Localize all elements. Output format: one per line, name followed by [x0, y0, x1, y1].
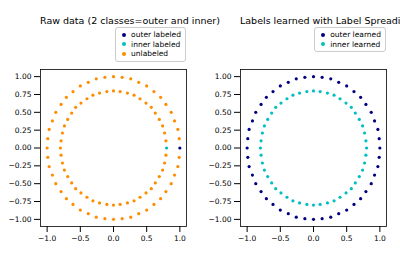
svg-text:0.5: 0.5 [141, 234, 153, 243]
svg-text:−0.5: −0.5 [271, 234, 289, 243]
svg-text:−0.25: −0.25 [9, 161, 32, 170]
svg-text:0.0: 0.0 [308, 234, 320, 243]
svg-text:1.0: 1.0 [374, 234, 386, 243]
svg-text:−0.75: −0.75 [9, 197, 32, 206]
svg-text:−0.75: −0.75 [209, 197, 232, 206]
svg-text:0.0: 0.0 [108, 234, 120, 243]
svg-text:−1.0: −1.0 [38, 234, 56, 243]
svg-text:0.00: 0.00 [15, 143, 32, 152]
svg-text:0.00: 0.00 [215, 143, 232, 152]
svg-text:−0.5: −0.5 [71, 234, 89, 243]
svg-text:0.25: 0.25 [15, 126, 32, 135]
html-text:unlabeled: unlabeled [131, 49, 169, 58]
svg-text:−1.0: −1.0 [238, 234, 256, 243]
svg-text:0.50: 0.50 [15, 108, 32, 117]
svg-text:0.5: 0.5 [341, 234, 353, 243]
svg-text:1.00: 1.00 [15, 72, 32, 81]
svg-text:−1.00: −1.00 [9, 215, 32, 224]
svg-text:0.25: 0.25 [215, 126, 232, 135]
html-text:inner labeled: inner labeled [131, 39, 181, 49]
html-text:outer labeled: outer labeled [131, 30, 181, 39]
html-text:Raw data (2 classes=outer and: Raw data (2 classes=outer and inner) [40, 15, 220, 26]
svg-text:−0.50: −0.50 [209, 179, 232, 188]
svg-text:−1.00: −1.00 [209, 215, 232, 224]
html-text:outer learned: outer learned [330, 30, 381, 39]
svg-text:0.75: 0.75 [215, 90, 232, 99]
svg-text:1.00: 1.00 [215, 72, 232, 81]
svg-text:1.0: 1.0 [174, 234, 186, 243]
svg-text:−0.50: −0.50 [9, 179, 32, 188]
svg-text:−0.25: −0.25 [209, 161, 232, 170]
html-text:inner learned: inner learned [330, 39, 381, 49]
svg-text:0.50: 0.50 [215, 108, 232, 117]
svg-text:0.75: 0.75 [15, 90, 32, 99]
